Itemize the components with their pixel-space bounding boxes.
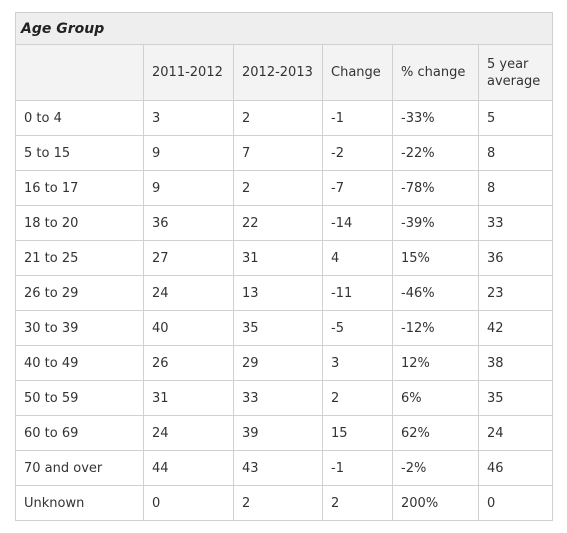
data-cell: 2 (322, 380, 393, 416)
data-cell: 46 (477, 450, 554, 486)
data-cell: 7 (233, 135, 323, 171)
header-cell: 2012-2013 (233, 44, 323, 101)
row-label: 16 to 17 (15, 170, 144, 206)
data-cell: 2 (233, 170, 323, 206)
data-cell: 42 (477, 310, 554, 346)
data-cell: 3 (143, 100, 234, 136)
data-cell: 13 (233, 275, 323, 311)
age-table: Age Group 2011-2012 2012-2013 Change% chan… (14, 12, 554, 521)
data-cell: -5 (322, 310, 393, 346)
table-row: 60 to 69 24 39 15 62% 24 (15, 415, 554, 451)
table-row: 26 to 29 24 13 -11 -46% 23 (15, 275, 554, 311)
data-cell: 3 (322, 345, 393, 381)
data-cell: 29 (233, 345, 323, 381)
row-label: 0 to 4 (15, 100, 144, 136)
data-cell: 40 (143, 310, 234, 346)
data-cell: -12% (392, 310, 479, 346)
data-cell: 8 (477, 135, 554, 171)
data-cell: 22 (233, 205, 323, 241)
data-cell: 43 (233, 450, 323, 486)
row-label: 26 to 29 (15, 275, 144, 311)
data-cell: 36 (477, 240, 554, 276)
data-cell: 31 (233, 240, 323, 276)
data-cell: 44 (143, 450, 234, 486)
data-cell: 4 (322, 240, 393, 276)
data-cell: 9 (143, 135, 234, 171)
data-cell: -1 (322, 450, 393, 486)
data-cell: -78% (392, 170, 479, 206)
table-row: 16 to 17 9 2 -7 -78% 8 (15, 170, 554, 206)
data-cell: 9 (143, 170, 234, 206)
row-label: 21 to 25 (15, 240, 144, 276)
data-cell: -2% (392, 450, 479, 486)
row-label: 60 to 69 (15, 415, 144, 451)
data-cell: 12% (392, 345, 479, 381)
header-row: 2011-2012 2012-2013 Change% change 5 year a… (15, 44, 554, 101)
data-cell: -39% (392, 205, 479, 241)
data-cell: 27 (143, 240, 234, 276)
data-cell: 24 (143, 275, 234, 311)
header-cell (15, 44, 144, 101)
table-row: 18 to 20 36 22 -14 -39% 33 (15, 205, 554, 241)
table-row: 30 to 39 40 35 -5 -12% 42 (15, 310, 554, 346)
row-label: 18 to 20 (15, 205, 144, 241)
table-container: Age Group 2011-2012 2012-2013 Change% chan… (14, 12, 554, 521)
data-cell: 15 (322, 415, 393, 451)
data-cell: 24 (143, 415, 234, 451)
table-row: 21 to 25 27 31 4 15% 36 (15, 240, 554, 276)
data-cell: 0 (477, 485, 554, 521)
table-row: 40 to 49 26 29 3 12% 38 (15, 345, 554, 381)
row-label: 50 to 59 (15, 380, 144, 416)
data-cell: -1 (322, 100, 393, 136)
table-row: 70 and over 44 43 -1 -2% 46 (15, 450, 554, 486)
data-cell: 24 (477, 415, 554, 451)
table-row: 0 to 4 3 2 -1 -33% 5 (15, 100, 554, 136)
row-label: Unknown (15, 485, 144, 521)
data-cell: 2 (322, 485, 393, 521)
data-cell: 35 (477, 380, 554, 416)
data-cell: -14 (322, 205, 393, 241)
data-cell: -22% (392, 135, 479, 171)
data-cell: 8 (477, 170, 554, 206)
row-label: 70 and over (15, 450, 144, 486)
data-cell: -11 (322, 275, 393, 311)
data-cell: -7 (322, 170, 393, 206)
table-row: 50 to 59 31 33 2 6% 35 (15, 380, 554, 416)
data-cell: 6% (392, 380, 479, 416)
data-cell: 33 (477, 205, 554, 241)
header-cell: 5 year average (477, 44, 554, 101)
table-row: Unknown 0 2 2 200% 0 (15, 485, 554, 521)
data-cell: 38 (477, 345, 554, 381)
data-cell: 36 (143, 205, 234, 241)
data-cell: 26 (143, 345, 234, 381)
data-cell: 200% (392, 485, 479, 521)
data-cell: 0 (143, 485, 234, 521)
row-label: 40 to 49 (15, 345, 144, 381)
data-cell: -2 (322, 135, 393, 171)
data-cell: 23 (477, 275, 554, 311)
table-title: Age Group (14, 12, 554, 45)
data-cell: 35 (233, 310, 323, 346)
row-label: 5 to 15 (15, 135, 144, 171)
data-cell: 33 (233, 380, 323, 416)
header-cell: Change (322, 44, 393, 101)
title-row: Age Group (14, 12, 554, 45)
data-cell: 62% (392, 415, 479, 451)
header-cell: % change (392, 44, 479, 101)
data-cell: 5 (477, 100, 554, 136)
table-row: 5 to 15 9 7 -2 -22% 8 (15, 135, 554, 171)
data-cell: -46% (392, 275, 479, 311)
table-body: 0 to 4 3 2 -1 -33% 5 5 to 15 9 7 -2 -22% 8 16 to 17 9… (15, 100, 554, 521)
data-cell: -33% (392, 100, 479, 136)
data-cell: 31 (143, 380, 234, 416)
row-label: 30 to 39 (15, 310, 144, 346)
header-cell: 2011-2012 (143, 44, 234, 101)
data-cell: 39 (233, 415, 323, 451)
data-cell: 15% (392, 240, 479, 276)
data-cell: 2 (233, 100, 323, 136)
data-cell: 2 (233, 485, 323, 521)
